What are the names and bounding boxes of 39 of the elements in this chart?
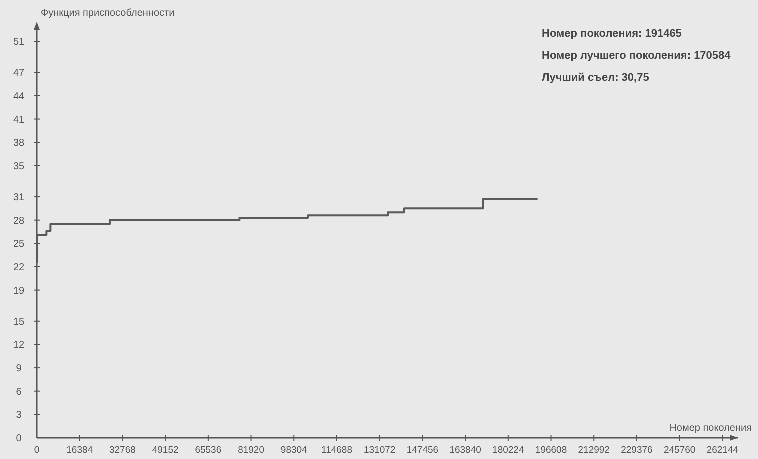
x-tick-label: 32768 bbox=[110, 445, 136, 456]
y-tick-label: 19 bbox=[13, 286, 25, 297]
y-axis-title: Функция приспособленности bbox=[41, 8, 175, 19]
x-tick-label: 180224 bbox=[492, 445, 524, 456]
x-tick-label: 163840 bbox=[450, 445, 482, 456]
x-tick-label: 212992 bbox=[578, 445, 610, 456]
y-tick-label: 28 bbox=[13, 216, 25, 227]
y-tick-label: 0 bbox=[16, 434, 22, 444]
y-tick-label: 25 bbox=[13, 239, 25, 250]
x-tick-label: 98304 bbox=[280, 445, 308, 456]
y-tick-label: 44 bbox=[13, 91, 25, 102]
y-tick-label: 38 bbox=[13, 138, 25, 150]
x-tick-label: 131072 bbox=[364, 445, 396, 456]
y-tick-label: 6 bbox=[16, 386, 22, 398]
y-tick-label: 22 bbox=[13, 262, 25, 274]
x-axis-title: Номер поколения bbox=[670, 423, 752, 434]
x-tick-label: 147456 bbox=[406, 445, 439, 456]
y-tick-label: 9 bbox=[16, 364, 22, 375]
annotation: Номер поколения: 191465 bbox=[542, 28, 682, 40]
x-tick-label: 49152 bbox=[152, 445, 179, 456]
x-tick-label: 16384 bbox=[66, 445, 94, 456]
y-tick-label: 51 bbox=[13, 37, 25, 48]
x-tick-label: 81920 bbox=[238, 445, 264, 456]
x-tick-label: 229376 bbox=[621, 445, 653, 456]
x-tick-label: 196608 bbox=[535, 445, 568, 456]
annotation: Лучший съел: 30,75 bbox=[542, 72, 650, 84]
y-tick-label: 41 bbox=[13, 114, 25, 126]
y-tick-label: 12 bbox=[13, 340, 25, 352]
x-tick-label: 245760 bbox=[664, 445, 696, 456]
y-tick-label: 3 bbox=[16, 410, 22, 422]
annotation: Номер лучшего поколения: 170584 bbox=[542, 50, 732, 62]
y-tick-label: 31 bbox=[13, 192, 25, 204]
y-tick-label: 47 bbox=[13, 68, 25, 80]
y-tick-label: 15 bbox=[13, 316, 25, 328]
x-tick-label: 262144 bbox=[706, 445, 739, 456]
x-tick-label: 65536 bbox=[195, 445, 222, 456]
y-tick-label: 35 bbox=[13, 161, 25, 172]
x-tick-label: 0 bbox=[34, 445, 40, 456]
x-tick-label: 114688 bbox=[321, 445, 352, 456]
